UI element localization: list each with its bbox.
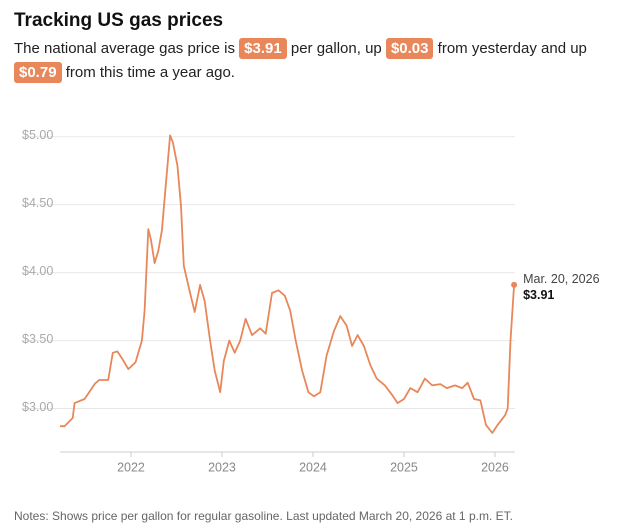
last-point	[511, 281, 518, 288]
y-tick-label: $3.50	[22, 332, 53, 346]
x-tick-label: 2023	[208, 460, 236, 474]
subtitle-text: from yesterday and up	[437, 40, 587, 57]
note: Notes: Shows price per gallon for regula…	[14, 509, 513, 523]
price-line	[60, 134, 515, 434]
annotation-date: Mar. 20, 2026	[523, 272, 599, 286]
x-tick-label: 2024	[299, 460, 327, 474]
subtitle-text: The national average gas price is	[14, 40, 235, 57]
y-tick-label: $5.00	[22, 128, 53, 142]
highlight-badge: $3.91	[239, 38, 287, 59]
y-tick-label: $4.50	[22, 196, 53, 210]
highlight-badge: $0.79	[14, 62, 62, 83]
subtitle-text: from this time a year ago.	[65, 64, 235, 81]
x-tick-label: 2026	[481, 460, 509, 474]
highlight-badge: $0.03	[385, 38, 434, 59]
subtitle-text: per gallon, up	[290, 40, 382, 57]
y-tick-label: $3.00	[22, 400, 53, 414]
y-tick-label: $4.00	[22, 264, 53, 278]
chart-title: Tracking US gas prices	[14, 10, 224, 31]
annotation-value: $3.91	[523, 288, 554, 302]
x-tick-label: 2022	[117, 460, 145, 474]
subtitle: The national average gas price is $3.91 …	[14, 37, 614, 85]
x-tick-label: 2025	[390, 460, 418, 474]
